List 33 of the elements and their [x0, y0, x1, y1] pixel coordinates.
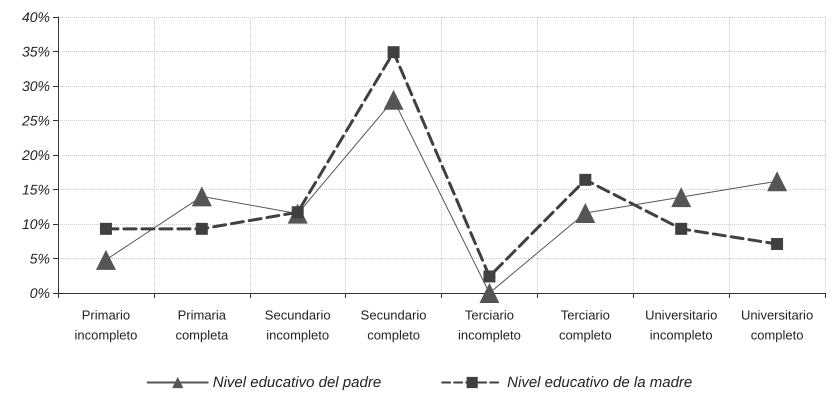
x-tick-label: Secundario incompleto [264, 308, 331, 342]
point [384, 90, 404, 110]
y-tick-label: 10% [22, 216, 50, 232]
point [675, 222, 688, 235]
point [483, 270, 496, 282]
point [100, 222, 112, 235]
x-tick-label: Universitario completo [740, 308, 814, 342]
y-tick-label: 25% [20, 112, 50, 128]
point [575, 202, 596, 223]
x-tick-label: Primario incompleto [74, 308, 138, 342]
y-tick-label: 40% [22, 9, 50, 25]
point [96, 250, 116, 270]
y-tick-label: 20% [20, 147, 50, 163]
x-tick-label: Terciario incompleto [458, 308, 521, 342]
x-tick-label: Primaria completa [175, 308, 229, 342]
y-tick-label: 5% [30, 250, 50, 266]
x-tick-label: Secundario completo [360, 308, 426, 342]
point [196, 222, 208, 235]
point [579, 174, 592, 186]
legend-label: Nivel educativo del padre [212, 374, 382, 391]
y-tick-label: 15% [22, 182, 50, 198]
y-tick-label: 0% [30, 285, 50, 301]
point [767, 171, 788, 192]
y-tick-label: 35% [22, 44, 50, 60]
point [771, 238, 784, 250]
x-tick-label: Universitario incompleto [645, 308, 718, 342]
point [671, 187, 692, 208]
point [388, 46, 400, 58]
y-tick-label: 30% [22, 78, 50, 94]
x-tick-label: Terciario completo [558, 308, 612, 342]
point [479, 283, 500, 303]
legend-label: Nivel educativo de la madre [507, 374, 692, 391]
point [192, 186, 212, 206]
